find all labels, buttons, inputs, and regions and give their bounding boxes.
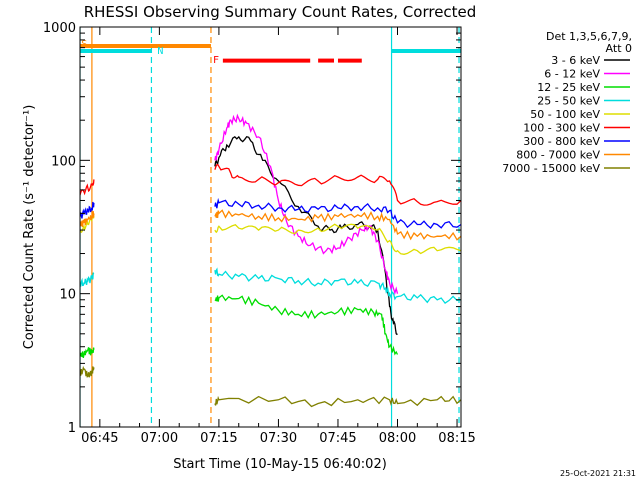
series-line xyxy=(80,272,95,287)
flag-letter: N xyxy=(157,46,163,57)
y-tick-label: 10 xyxy=(59,288,76,303)
series-line xyxy=(214,223,461,255)
series-line xyxy=(214,267,461,304)
series-line xyxy=(214,163,461,206)
legend-entry-label: 3 - 6 keV xyxy=(551,54,600,67)
series-line xyxy=(214,197,461,229)
legend-entry-label: 800 - 7000 keV xyxy=(516,149,600,162)
x-tick-label: 08:00 xyxy=(379,431,416,446)
series-line xyxy=(214,209,461,241)
y-tick-label: 1000 xyxy=(43,21,76,36)
legend-entry-label: 100 - 300 keV xyxy=(523,122,600,135)
y-tick-label: 1 xyxy=(68,421,76,436)
plot-frame xyxy=(79,26,462,428)
flag-letter: S xyxy=(81,39,87,50)
x-axis-label: Start Time (10-May-15 06:40:02) xyxy=(173,457,387,472)
x-tick-label: 07:45 xyxy=(319,431,356,446)
x-tick-label: 06:45 xyxy=(81,431,118,446)
legend-header: Att 0 xyxy=(606,42,632,55)
y-tick-label: 100 xyxy=(51,154,76,169)
x-tick-label: 07:00 xyxy=(141,431,178,446)
y-axis-label: Corrected Count Rate (s⁻¹ detector⁻¹) xyxy=(22,105,37,350)
series-line xyxy=(214,294,399,356)
series-line xyxy=(80,211,95,227)
series-line xyxy=(80,347,95,359)
legend-entry-label: 25 - 50 keV xyxy=(537,95,600,108)
generated-timestamp: 25-Oct-2021 21:31 xyxy=(560,469,636,478)
legend-entry-label: 300 - 800 keV xyxy=(523,135,600,148)
legend-entry-label: 50 - 100 keV xyxy=(530,108,600,121)
x-tick-label: 08:15 xyxy=(438,431,475,446)
x-tick-label: 07:30 xyxy=(260,431,297,446)
chart-title: RHESSI Observing Summary Count Rates, Co… xyxy=(84,3,477,21)
x-tick-label: 07:15 xyxy=(200,431,237,446)
flag-letter: F xyxy=(213,55,219,66)
legend-entry-label: 12 - 25 keV xyxy=(537,81,600,94)
legend-header: Det 1,3,5,6,7,9, xyxy=(546,30,632,43)
series-line xyxy=(214,395,461,408)
legend-entry-label: 7000 - 15000 keV xyxy=(502,162,600,175)
series-line xyxy=(214,135,398,336)
series-line xyxy=(214,113,399,295)
legend-entry-label: 6 - 12 keV xyxy=(544,68,600,81)
series-line xyxy=(80,365,95,378)
